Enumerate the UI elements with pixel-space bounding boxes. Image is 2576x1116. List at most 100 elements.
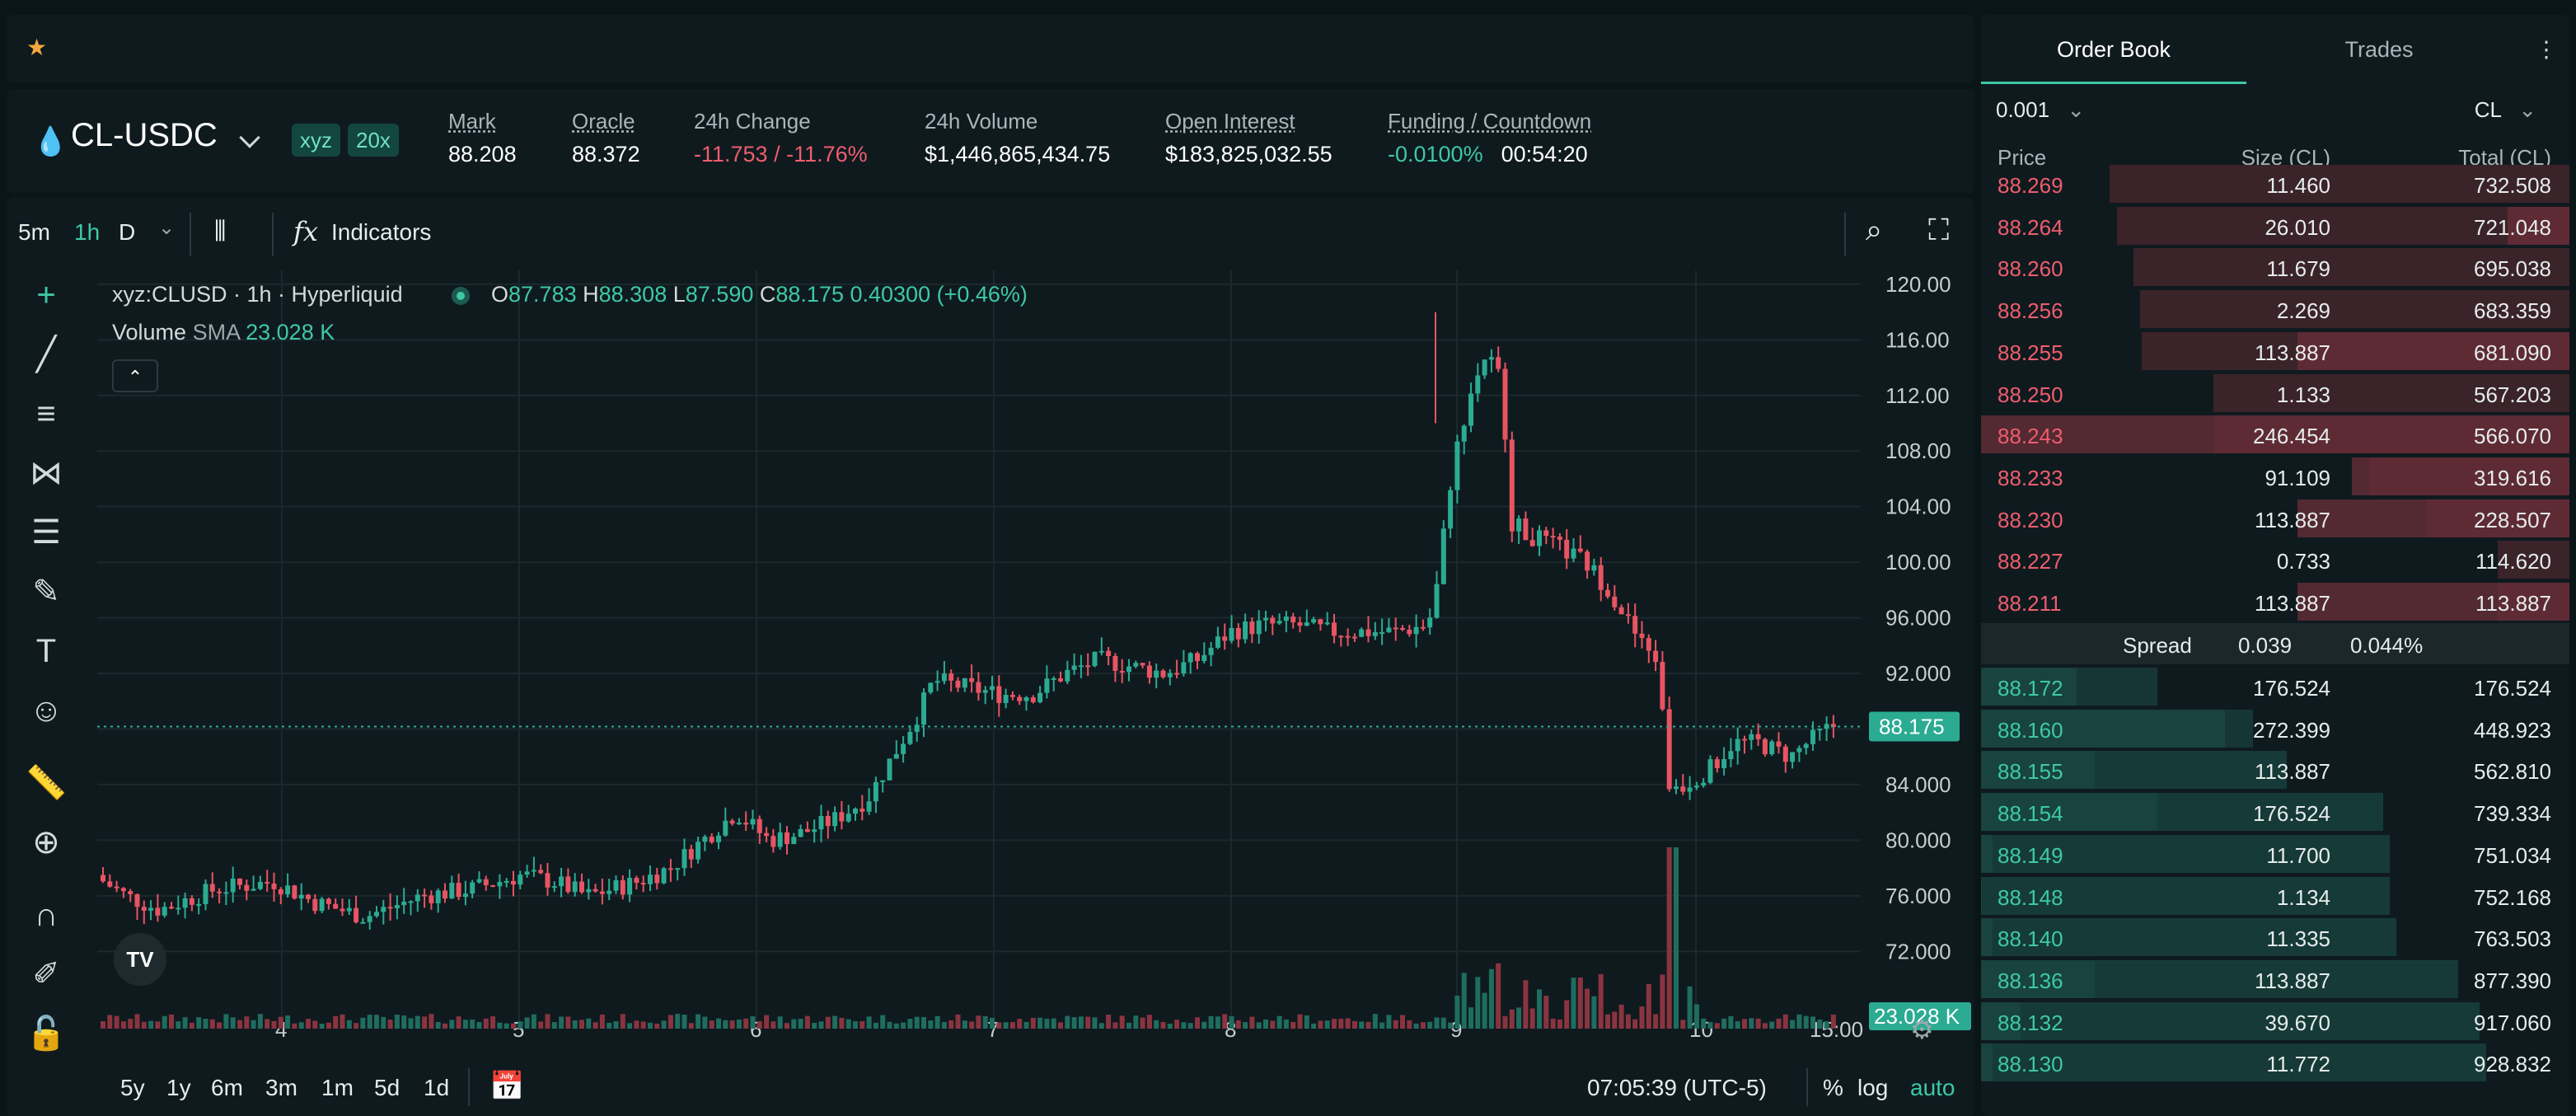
candle-body	[1386, 627, 1392, 632]
zoom-in-icon[interactable]: ⊕	[32, 824, 60, 860]
trendline-icon[interactable]: ╱	[35, 336, 57, 373]
candle-body	[1195, 653, 1200, 662]
lock-icon[interactable]: 🔓	[26, 1015, 67, 1052]
candle-body	[1332, 622, 1337, 636]
volume-bar	[1776, 1018, 1782, 1029]
quick-search-icon[interactable]: ⌕	[1866, 213, 1883, 246]
lock-draw-icon[interactable]: ✐	[32, 956, 60, 992]
stat-label[interactable]: Mark	[448, 109, 496, 134]
candle-body	[1591, 565, 1597, 571]
log-toggle[interactable]: log	[1857, 1075, 1889, 1100]
candle-body	[1133, 663, 1139, 667]
candle-type-icon[interactable]: ⫴	[214, 216, 227, 247]
pattern-icon[interactable]: ⋈	[30, 455, 63, 491]
ask-row[interactable]: 88.269 11.460 732.508	[1981, 163, 2569, 204]
text-icon[interactable]: T	[35, 633, 57, 669]
candle-body	[1051, 678, 1056, 680]
stat-label[interactable]: Funding / Countdown	[1388, 109, 1592, 134]
ask-row[interactable]: 88.264 26.010 721.048	[1981, 205, 2569, 246]
brush-icon[interactable]: ✎	[32, 574, 60, 610]
chevron-down-icon[interactable]	[239, 127, 260, 148]
candle-body	[1187, 653, 1193, 663]
bid-row[interactable]: 88.132 39.670 917.060	[1981, 1001, 2569, 1042]
emoji-icon[interactable]: ☺	[29, 692, 63, 729]
volume-bar	[1243, 1022, 1248, 1029]
candle-body	[1393, 627, 1398, 630]
candle-body	[107, 881, 113, 887]
more-icon[interactable]: ⋮	[2535, 37, 2558, 62]
range-5d[interactable]: 5d	[374, 1075, 400, 1100]
tab-order-book[interactable]: Order Book	[1981, 15, 2246, 84]
range-1y[interactable]: 1y	[166, 1075, 191, 1100]
volume-bar	[1427, 1021, 1433, 1029]
toolbar-divider	[1844, 213, 1846, 256]
candle-body	[627, 878, 633, 895]
volume-bar	[634, 1020, 639, 1029]
range-5y[interactable]: 5y	[120, 1075, 145, 1100]
candle-body	[1009, 695, 1015, 697]
ruler-icon[interactable]: 📏	[26, 765, 67, 801]
percent-toggle[interactable]: %	[1823, 1075, 1843, 1100]
bid-row[interactable]: 88.136 113.887 877.390	[1981, 959, 2569, 1000]
candle-body	[1023, 697, 1029, 701]
fullscreen-icon[interactable]: ⛶	[1928, 213, 1950, 246]
tick-size-select[interactable]: 0.001 ⌄	[1996, 97, 2086, 122]
price-chart[interactable]: 120.00 116.00 112.00 108.00 104.00 100.00 96.0…	[97, 270, 1974, 1062]
crosshair-icon[interactable]: +	[36, 277, 56, 313]
calendar-icon[interactable]: 📅	[489, 1071, 525, 1102]
stat-label[interactable]: Open Interest	[1165, 109, 1295, 134]
ask-row[interactable]: 88.233 91.109 319.616	[1981, 456, 2569, 497]
ask-row[interactable]: 88.230 113.887 228.507	[1981, 498, 2569, 539]
volume-bar	[408, 1018, 414, 1029]
bid-row[interactable]: 88.140 11.335 763.503	[1981, 917, 2569, 958]
ask-row[interactable]: 88.243 246.454 566.070	[1981, 414, 2569, 455]
stat-label[interactable]: Oracle	[572, 109, 635, 134]
ask-row[interactable]: 88.255 113.887 681.090	[1981, 331, 2569, 372]
ask-row[interactable]: 88.256 2.269 683.359	[1981, 288, 2569, 330]
magnet-icon[interactable]: ∩	[34, 897, 59, 933]
unit-value: CL	[2474, 97, 2501, 122]
bid-row[interactable]: 88.172 176.524 176.524	[1981, 666, 2569, 707]
symbol-title[interactable]: CL-USDC	[71, 117, 218, 153]
interval-1h[interactable]: 1h	[74, 219, 101, 245]
range-6m[interactable]: 6m	[211, 1075, 243, 1100]
volume-bar	[675, 1014, 681, 1029]
prediction-icon[interactable]: ☰	[31, 514, 61, 551]
range-1d[interactable]: 1d	[424, 1075, 450, 1100]
fx-icon[interactable]: fx	[293, 216, 318, 247]
tab-trades[interactable]: Trades	[2344, 37, 2414, 62]
bid-row[interactable]: 88.160 272.399 448.923	[1981, 708, 2569, 749]
candle-body	[1762, 739, 1768, 755]
bid-row[interactable]: 88.155 113.887 562.810	[1981, 749, 2569, 790]
indicators-button[interactable]: Indicators	[331, 219, 432, 245]
candle-body	[777, 832, 783, 847]
bid-row[interactable]: 88.130 11.772 928.832	[1981, 1042, 2569, 1083]
ask-row[interactable]: 88.211 113.887 113.887	[1981, 581, 2569, 622]
unit-select[interactable]: CL ⌄	[2474, 97, 2536, 122]
ask-row[interactable]: 88.260 11.679 695.038	[1981, 246, 2569, 288]
bid-row[interactable]: 88.154 176.524 739.334	[1981, 791, 2569, 832]
ask-row[interactable]: 88.250 1.133 567.203	[1981, 373, 2569, 414]
interval-5m[interactable]: 5m	[18, 219, 50, 245]
volume-bar	[449, 1020, 455, 1029]
clock-readout[interactable]: 07:05:39 (UTC-5)	[1587, 1075, 1767, 1100]
interval-chevron-icon[interactable]: ⌄	[158, 217, 176, 239]
candle-body	[449, 883, 455, 899]
bid-row[interactable]: 88.149 11.700 751.034	[1981, 833, 2569, 875]
candle-body	[1222, 636, 1228, 641]
collapse-legend-button[interactable]: ⌃	[112, 359, 158, 392]
volume-bar	[1351, 1020, 1357, 1029]
ask-row[interactable]: 88.227 0.733 114.620	[1981, 539, 2569, 580]
auto-toggle[interactable]: auto	[1910, 1075, 1955, 1100]
range-1m[interactable]: 1m	[321, 1075, 354, 1100]
tradingview-logo[interactable]: TV	[114, 933, 166, 986]
candle-body	[1146, 665, 1152, 678]
fib-icon[interactable]: ≡	[36, 396, 56, 432]
volume-bar	[681, 1015, 687, 1029]
star-icon[interactable]: ★	[26, 35, 48, 60]
bid-row[interactable]: 88.148 1.134 752.168	[1981, 875, 2569, 917]
candle-body	[1755, 734, 1761, 739]
bid-depth-bar	[1981, 876, 2391, 915]
range-3m[interactable]: 3m	[265, 1075, 297, 1100]
interval-D[interactable]: D	[119, 219, 136, 245]
